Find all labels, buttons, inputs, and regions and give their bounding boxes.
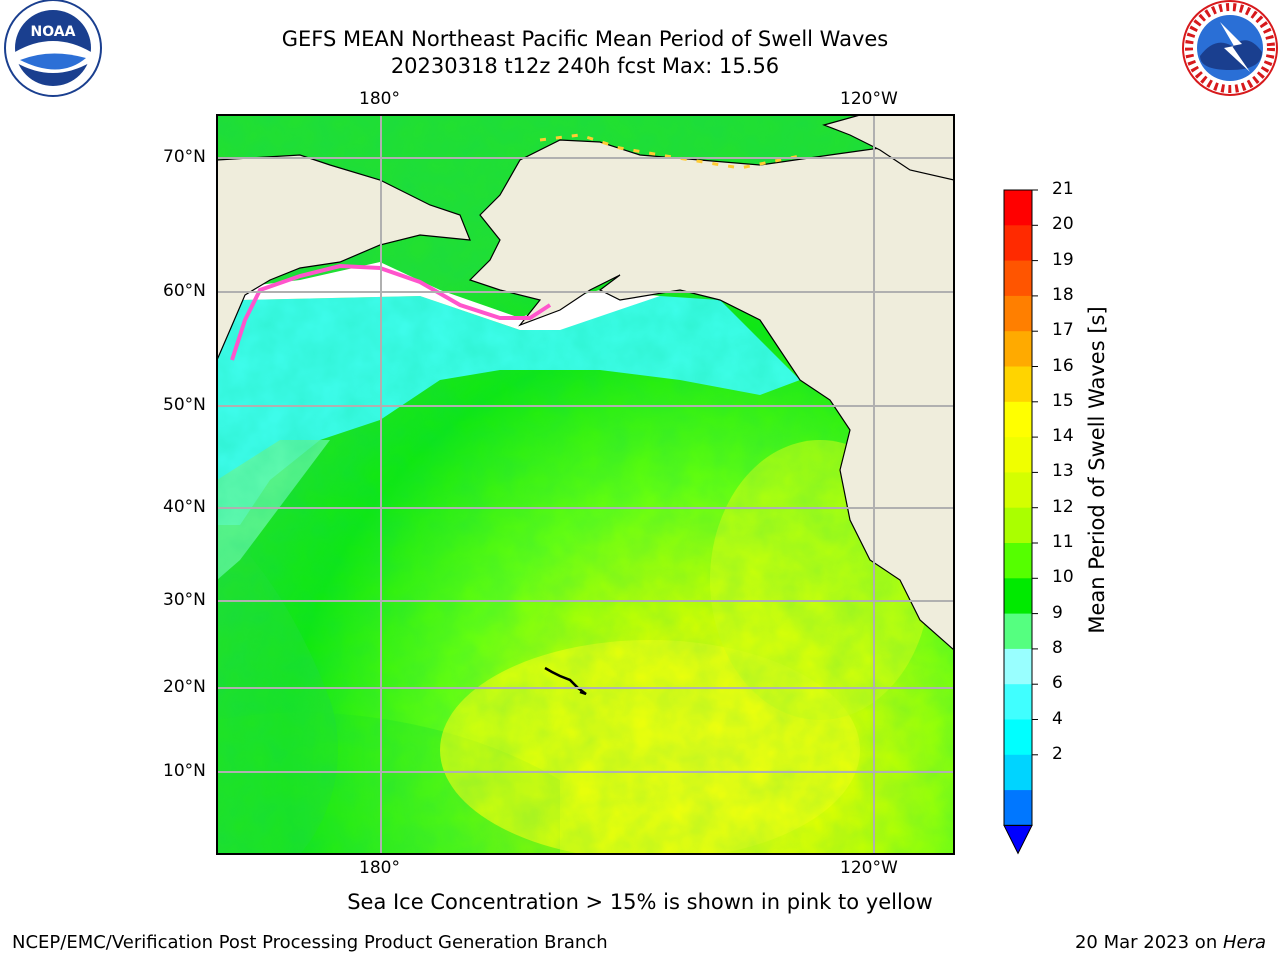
- colorbar-segment: [1004, 331, 1032, 367]
- colorbar-tick-label: 17: [1052, 320, 1074, 341]
- footer-date: 20 Mar 2023 on Hera: [1075, 932, 1266, 953]
- lat-label-10n: 10°N: [163, 761, 206, 781]
- colorbar-segment: [1004, 225, 1032, 262]
- colorbar-segment: [1004, 754, 1032, 791]
- lat-label-70n: 70°N: [163, 147, 206, 167]
- colorbar-tick-label: 12: [1052, 496, 1074, 517]
- colorbar-under-arrow: [1003, 824, 1033, 855]
- footer-credit: NCEP/EMC/Verification Post Processing Pr…: [12, 932, 608, 953]
- noaa-logo-text: NOAA: [31, 24, 76, 40]
- lat-label-40n: 40°N: [163, 497, 206, 517]
- lon-label-bottom-120w: 120°W: [840, 858, 898, 878]
- map-frame: [216, 114, 955, 855]
- lon-label-top-120w: 120°W: [840, 89, 898, 109]
- lat-label-60n: 60°N: [163, 281, 206, 301]
- colorbar-segment: [1004, 366, 1032, 403]
- lat-label-50n: 50°N: [163, 395, 206, 415]
- chart-subtitle: 20230318 t12z 240h fcst Max: 15.56: [390, 54, 780, 78]
- lon-label-top-180: 180°: [359, 89, 400, 109]
- footer-host: Hera: [1222, 932, 1266, 953]
- colorbar: [1003, 189, 1038, 855]
- colorbar-tick-label: 4: [1052, 708, 1063, 729]
- colorbar-tick-label: 15: [1052, 390, 1074, 411]
- colorbar-segment: [1004, 543, 1032, 579]
- colorbar-tick-label: 6: [1052, 673, 1063, 694]
- colorbar-tick-label: 13: [1052, 461, 1074, 482]
- land-arctic-islands: [822, 115, 954, 181]
- footer-date-text: 20 Mar 2023 on: [1074, 932, 1223, 953]
- colorbar-segment: [1004, 719, 1032, 756]
- colorbar-segment: [1004, 648, 1032, 685]
- colorbar-segment: [1004, 260, 1032, 297]
- colorbar-segment: [1004, 613, 1032, 650]
- colorbar-segment: [1004, 472, 1032, 509]
- colorbar-tick-label: 9: [1052, 602, 1063, 623]
- colorbar-label: Mean Period of Swell Waves [s]: [1085, 306, 1109, 634]
- land-siberia: [217, 154, 471, 361]
- colorbar-segment: [1004, 295, 1032, 332]
- lon-label-bottom-180: 180°: [359, 858, 400, 878]
- colorbar-tick-label: 8: [1052, 637, 1063, 658]
- bering-sea-white: [217, 262, 660, 355]
- colorbar-tick-label: 10: [1052, 567, 1074, 588]
- chart-title: GEFS MEAN Northeast Pacific Mean Period …: [281, 27, 889, 51]
- nws-logo: [1182, 0, 1278, 96]
- lat-label-20n: 20°N: [163, 677, 206, 697]
- colorbar-segment: [1004, 437, 1032, 473]
- colorbar-tick-label: 14: [1052, 426, 1074, 447]
- colorbar-segment: [1004, 578, 1032, 615]
- colorbar-tick-label: 18: [1052, 284, 1074, 305]
- hawaii-islands: [544, 666, 587, 696]
- colorbar-tick-label: 20: [1052, 214, 1074, 235]
- sea-ice-note: Sea Ice Concentration > 15% is shown in …: [347, 890, 933, 914]
- colorbar-tick-label: 2: [1052, 743, 1063, 764]
- colorbar-segment: [1004, 190, 1032, 226]
- map-area: [217, 115, 954, 854]
- graticule: [217, 115, 954, 854]
- colorbar-segment: [1004, 790, 1032, 826]
- colorbar-tick-label: 11: [1052, 532, 1074, 552]
- colorbar-tick-label: 21: [1052, 179, 1074, 199]
- lat-label-30n: 30°N: [163, 590, 206, 610]
- colorbar-segment: [1004, 401, 1032, 438]
- sea-ice-edge-arctic: [539, 133, 801, 170]
- colorbar-segment: [1004, 507, 1032, 544]
- colorbar-tick-label: 19: [1052, 249, 1074, 270]
- noaa-logo: NOAA: [4, 0, 102, 97]
- colorbar-segment: [1004, 684, 1032, 720]
- colorbar-tick-label: 16: [1052, 355, 1074, 376]
